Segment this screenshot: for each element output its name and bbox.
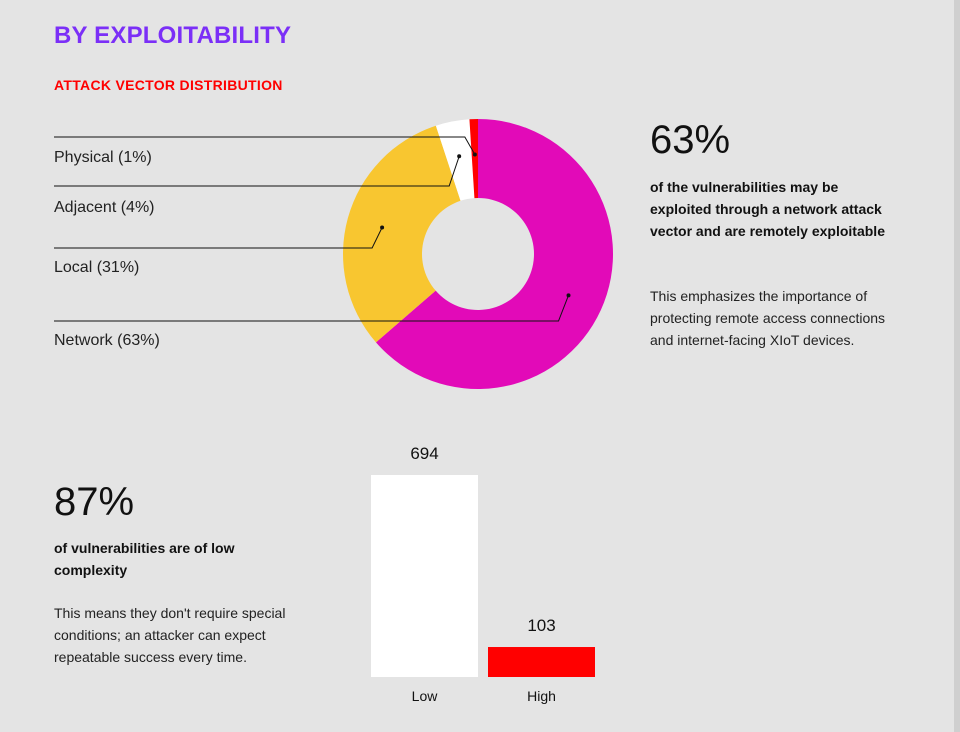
bar-low	[371, 475, 478, 677]
leader-line-network	[54, 295, 569, 322]
leader-line-physical	[54, 136, 476, 155]
legend-label-network: Network (63%)	[54, 332, 160, 349]
section-title: BY EXPLOITABILITY	[54, 22, 292, 49]
leader-dot-physical	[472, 152, 477, 157]
page-edge	[954, 0, 960, 732]
complexity-stat-value: 87%	[54, 480, 135, 524]
bar-high	[488, 647, 595, 677]
legend-label-adjacent: Adjacent (4%)	[54, 199, 155, 216]
leader-dot-network	[566, 293, 571, 298]
legend-label-physical: Physical (1%)	[54, 149, 152, 166]
complexity-stat-headline: of vulnerabilities are of low complexity	[54, 540, 235, 578]
bar-category-high: High	[527, 688, 556, 704]
legend-label-local: Local (31%)	[54, 259, 139, 276]
bar-value-high: 103	[527, 616, 555, 635]
donut-slice-adjacent	[435, 119, 475, 201]
leader-dot-adjacent	[457, 154, 462, 159]
network-stat-headline: of the vulnerabilities may be exploited …	[650, 179, 885, 239]
donut-slice-local	[343, 125, 461, 343]
network-stat-value: 63%	[650, 118, 731, 162]
leader-line-local	[54, 227, 383, 249]
attack-vector-donut-chart: Physical (1%) Adjacent (4%) Local (31%) Net…	[54, 119, 613, 389]
network-stat-body: This emphasizes the importance of protec…	[650, 288, 886, 348]
chart-subtitle: ATTACK VECTOR DISTRIBUTION	[54, 77, 283, 93]
leader-line-adjacent	[54, 156, 460, 187]
leader-dot-local	[380, 225, 385, 230]
bar-category-low: Low	[412, 688, 439, 704]
bar-value-low: 694	[410, 444, 438, 463]
complexity-stat-body: This means they don't require special co…	[54, 605, 286, 665]
donut-slice-physical	[469, 119, 478, 199]
